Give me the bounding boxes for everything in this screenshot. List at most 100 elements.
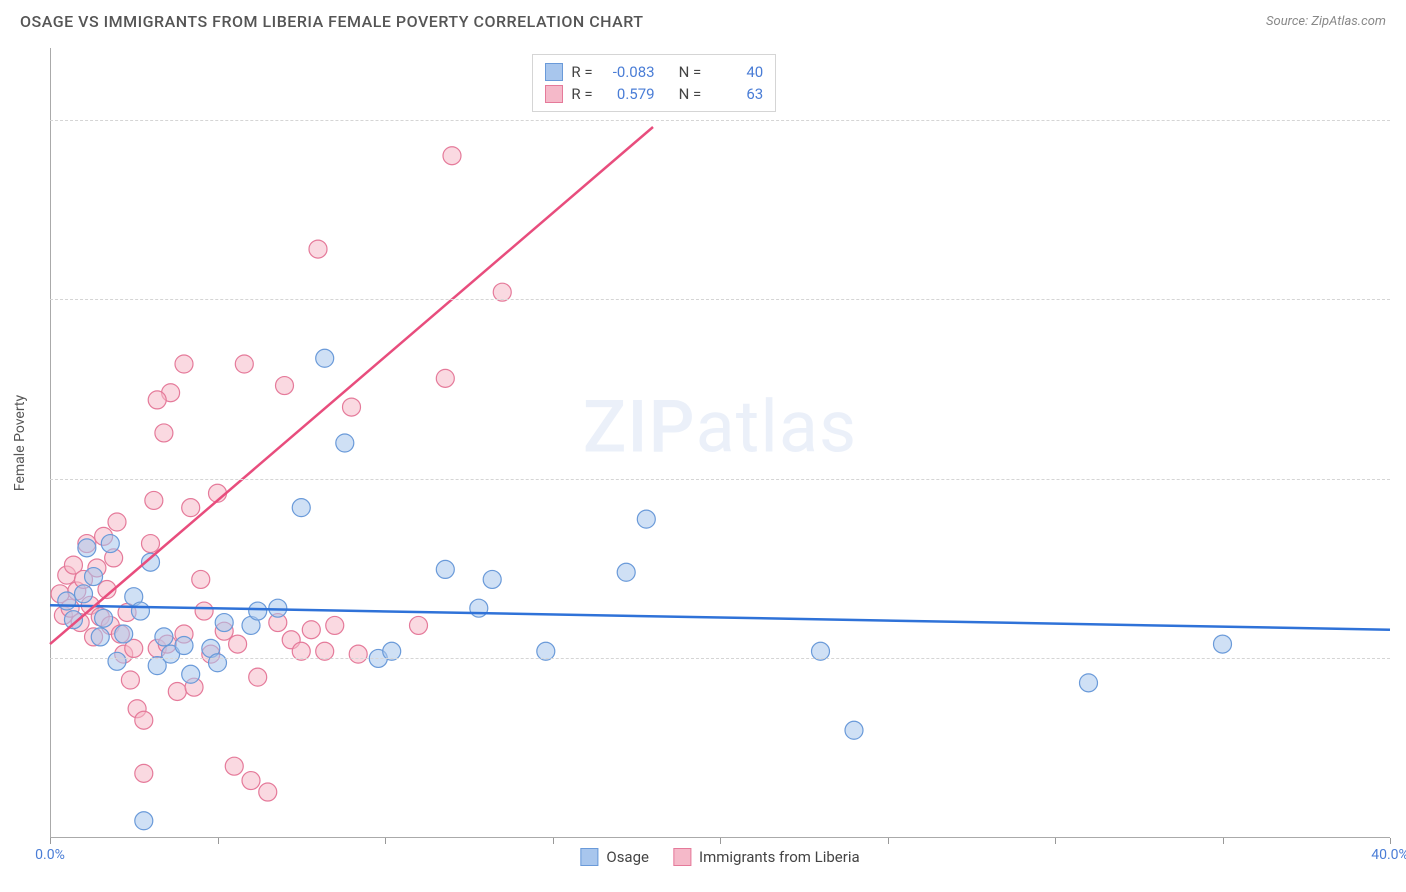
stats-r-label: R = — [571, 63, 592, 81]
liberia-color-swatch — [545, 85, 563, 103]
scatter-point — [249, 668, 267, 686]
stats-row-liberia: R = 0.579 N = 63 — [545, 83, 763, 105]
scatter-point — [135, 812, 153, 830]
scatter-point — [215, 614, 233, 632]
scatter-point — [182, 665, 200, 683]
scatter-point — [182, 499, 200, 517]
scatter-point — [101, 535, 119, 553]
plot-area: 12.5%25.0%37.5%50.0%0.0%40.0% — [50, 48, 1390, 838]
scatter-point — [175, 637, 193, 655]
osage-legend-label: Osage — [606, 848, 649, 866]
scatter-point — [249, 602, 267, 620]
scatter-point — [155, 424, 173, 442]
bottom-legend: Osage Immigrants from Liberia — [580, 848, 859, 866]
liberia-r-value: 0.579 — [601, 85, 655, 103]
scatter-point — [131, 602, 149, 620]
stats-row-osage: R = -0.083 N = 40 — [545, 61, 763, 83]
scatter-point — [195, 602, 213, 620]
scatter-point — [175, 355, 193, 373]
chart-title: OSAGE VS IMMIGRANTS FROM LIBERIA FEMALE … — [20, 12, 644, 31]
scatter-point — [58, 592, 76, 610]
gridline-h — [50, 299, 1390, 300]
scatter-point — [115, 625, 133, 643]
scatter-point — [845, 721, 863, 739]
osage-n-value: 40 — [709, 63, 763, 81]
chart-container: Female Poverty ZIPatlas 12.5%25.0%37.5%5… — [50, 48, 1390, 838]
gridline-h — [50, 479, 1390, 480]
x-tick-mark — [218, 838, 219, 844]
scatter-point — [259, 783, 277, 801]
scatter-point — [209, 654, 227, 672]
stats-n-label: N = — [679, 63, 702, 81]
scatter-plot-svg — [50, 48, 1390, 838]
y-tick-label: 37.5% — [1395, 291, 1406, 307]
scatter-point — [148, 391, 166, 409]
x-tick-mark — [1223, 838, 1224, 844]
gridline-h — [50, 658, 1390, 659]
scatter-point — [1080, 674, 1098, 692]
scatter-point — [343, 398, 361, 416]
scatter-point — [168, 682, 186, 700]
liberia-legend-swatch — [673, 848, 691, 866]
scatter-point — [121, 671, 139, 689]
x-tick-mark — [720, 838, 721, 844]
scatter-point — [436, 560, 454, 578]
scatter-point — [85, 568, 103, 586]
y-tick-label: 12.5% — [1395, 650, 1406, 666]
scatter-point — [225, 757, 243, 775]
scatter-point — [292, 499, 310, 517]
x-tick-label: 40.0% — [1371, 847, 1406, 863]
x-tick-mark — [888, 838, 889, 844]
scatter-point — [145, 491, 163, 509]
scatter-point — [108, 652, 126, 670]
y-tick-label: 50.0% — [1395, 112, 1406, 128]
y-axis-label: Female Poverty — [12, 395, 28, 491]
scatter-point — [155, 628, 173, 646]
scatter-point — [229, 635, 247, 653]
x-tick-mark — [1390, 838, 1391, 844]
scatter-point — [483, 570, 501, 588]
liberia-n-value: 63 — [709, 85, 763, 103]
scatter-point — [192, 570, 210, 588]
regression-line — [50, 127, 653, 644]
y-tick-label: 25.0% — [1395, 471, 1406, 487]
osage-legend-swatch — [580, 848, 598, 866]
scatter-point — [410, 616, 428, 634]
scatter-point — [302, 621, 320, 639]
scatter-point — [135, 764, 153, 782]
chart-source: Source: ZipAtlas.com — [1266, 14, 1386, 29]
scatter-point — [108, 513, 126, 531]
scatter-point — [235, 355, 253, 373]
scatter-point — [336, 434, 354, 452]
gridline-h — [50, 120, 1390, 121]
scatter-point — [142, 535, 160, 553]
x-tick-mark — [385, 838, 386, 844]
stats-r-label-2: R = — [571, 85, 592, 103]
scatter-point — [91, 628, 109, 646]
osage-color-swatch — [545, 63, 563, 81]
scatter-point — [316, 349, 334, 367]
x-tick-mark — [553, 838, 554, 844]
liberia-legend-label: Immigrants from Liberia — [699, 848, 860, 866]
scatter-point — [443, 147, 461, 165]
scatter-point — [617, 563, 635, 581]
scatter-point — [78, 539, 96, 557]
scatter-point — [242, 772, 260, 790]
x-tick-mark — [50, 838, 51, 844]
correlation-stats-box: R = -0.083 N = 40 R = 0.579 N = 63 — [532, 54, 776, 112]
scatter-point — [309, 240, 327, 258]
scatter-point — [349, 645, 367, 663]
legend-item-osage: Osage — [580, 848, 649, 866]
scatter-point — [326, 616, 344, 634]
scatter-point — [1214, 635, 1232, 653]
scatter-point — [135, 711, 153, 729]
stats-n-label-2: N = — [679, 85, 702, 103]
scatter-point — [436, 369, 454, 387]
osage-r-value: -0.083 — [601, 63, 655, 81]
scatter-point — [276, 377, 294, 395]
x-tick-label: 0.0% — [35, 847, 65, 863]
legend-item-liberia: Immigrants from Liberia — [673, 848, 860, 866]
scatter-point — [75, 585, 93, 603]
x-tick-mark — [1055, 838, 1056, 844]
scatter-point — [637, 510, 655, 528]
